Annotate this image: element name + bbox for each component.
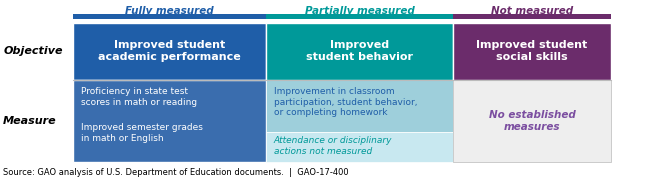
Text: Improved semester grades
in math or English: Improved semester grades in math or Engl…	[81, 123, 203, 143]
Bar	[266, 14, 453, 19]
Bar	[73, 80, 266, 162]
Bar	[266, 80, 453, 132]
Text: Improved student
academic performance: Improved student academic performance	[98, 40, 241, 62]
Text: Not measured: Not measured	[491, 6, 573, 16]
Text: Measure: Measure	[3, 116, 57, 126]
Text: Fully measured: Fully measured	[125, 6, 214, 16]
Text: Proficiency in state test
scores in math or reading: Proficiency in state test scores in math…	[81, 87, 198, 107]
Bar	[73, 14, 266, 19]
Text: Improvement in classroom
participation, student behavior,
or completing homework: Improvement in classroom participation, …	[274, 87, 417, 117]
Text: Objective: Objective	[3, 46, 63, 56]
Text: Attendance or disciplinary
actions not measured: Attendance or disciplinary actions not m…	[274, 136, 392, 156]
Bar	[266, 22, 453, 80]
Bar	[453, 14, 611, 19]
Text: Improved
student behavior: Improved student behavior	[306, 40, 413, 62]
Bar	[266, 132, 453, 162]
Text: No established
measures: No established measures	[489, 110, 575, 132]
Bar	[453, 22, 611, 80]
Bar	[453, 80, 611, 162]
Text: Partially measured: Partially measured	[305, 6, 414, 16]
Bar	[73, 22, 266, 80]
Text: Source: GAO analysis of U.S. Department of Education documents.  |  GAO-17-400: Source: GAO analysis of U.S. Department …	[3, 168, 349, 177]
Text: Improved student
social skills: Improved student social skills	[476, 40, 588, 62]
